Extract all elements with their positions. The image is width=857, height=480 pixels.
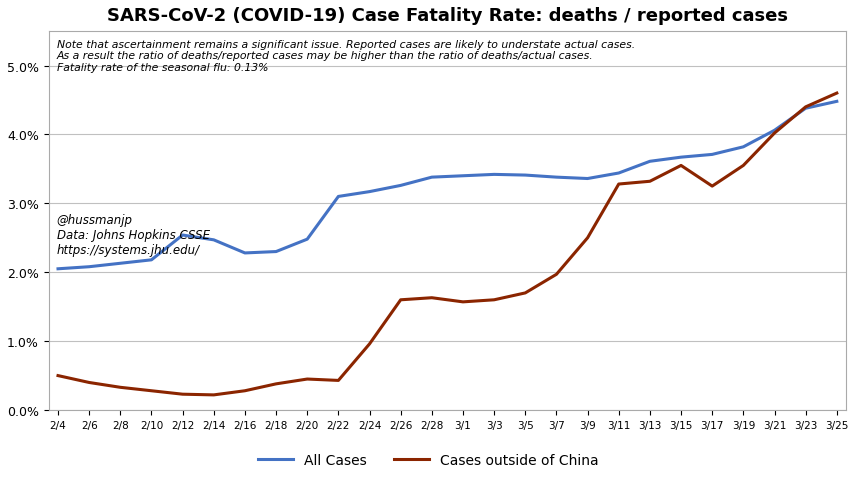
All Cases — [800, 106, 811, 112]
Cases outside of China — [770, 131, 780, 137]
Cases outside of China — [707, 184, 717, 190]
All Cases — [208, 238, 219, 243]
All Cases — [583, 176, 593, 182]
Cases outside of China — [614, 182, 624, 188]
All Cases — [147, 257, 157, 263]
Cases outside of China — [489, 297, 500, 303]
Cases outside of China — [831, 91, 842, 97]
All Cases — [489, 172, 500, 178]
All Cases — [831, 99, 842, 105]
All Cases — [271, 249, 281, 255]
Legend: All Cases, Cases outside of China: All Cases, Cases outside of China — [253, 448, 604, 473]
Cases outside of China — [676, 163, 686, 169]
Cases outside of China — [800, 105, 811, 110]
Cases outside of China — [551, 272, 561, 277]
All Cases — [707, 152, 717, 158]
Cases outside of China — [427, 295, 437, 301]
Cases outside of China — [208, 392, 219, 398]
Cases outside of China — [738, 163, 748, 169]
All Cases — [115, 261, 125, 266]
Cases outside of China — [364, 341, 375, 347]
All Cases — [738, 144, 748, 150]
Cases outside of China — [520, 290, 530, 296]
Cases outside of China — [115, 384, 125, 390]
Line: Cases outside of China: Cases outside of China — [58, 94, 836, 395]
All Cases — [676, 155, 686, 161]
Text: Note that ascertainment remains a significant issue. Reported cases are likely t: Note that ascertainment remains a signif… — [57, 39, 635, 72]
Cases outside of China — [302, 376, 312, 382]
Cases outside of China — [644, 179, 655, 185]
Cases outside of China — [147, 388, 157, 394]
Cases outside of China — [84, 380, 94, 385]
All Cases — [333, 194, 344, 200]
All Cases — [240, 251, 250, 256]
Cases outside of China — [240, 388, 250, 394]
All Cases — [84, 264, 94, 270]
All Cases — [644, 159, 655, 165]
All Cases — [458, 173, 468, 179]
Title: SARS-CoV-2 (COVID-19) Case Fatality Rate: deaths / reported cases: SARS-CoV-2 (COVID-19) Case Fatality Rate… — [107, 7, 788, 25]
All Cases — [520, 173, 530, 179]
Cases outside of China — [396, 297, 406, 303]
All Cases — [177, 233, 188, 239]
All Cases — [770, 128, 780, 134]
All Cases — [302, 237, 312, 242]
All Cases — [551, 175, 561, 180]
Cases outside of China — [333, 378, 344, 384]
All Cases — [53, 266, 63, 272]
All Cases — [614, 171, 624, 177]
All Cases — [364, 189, 375, 195]
Cases outside of China — [458, 300, 468, 305]
All Cases — [396, 183, 406, 189]
Text: @hussmanjp
Data: Johns Hopkins CSSE
https://systems.jhu.edu/: @hussmanjp Data: Johns Hopkins CSSE http… — [57, 214, 210, 256]
Cases outside of China — [271, 381, 281, 387]
Cases outside of China — [177, 392, 188, 397]
Cases outside of China — [53, 373, 63, 379]
All Cases — [427, 175, 437, 180]
Line: All Cases: All Cases — [58, 102, 836, 269]
Cases outside of China — [583, 235, 593, 241]
